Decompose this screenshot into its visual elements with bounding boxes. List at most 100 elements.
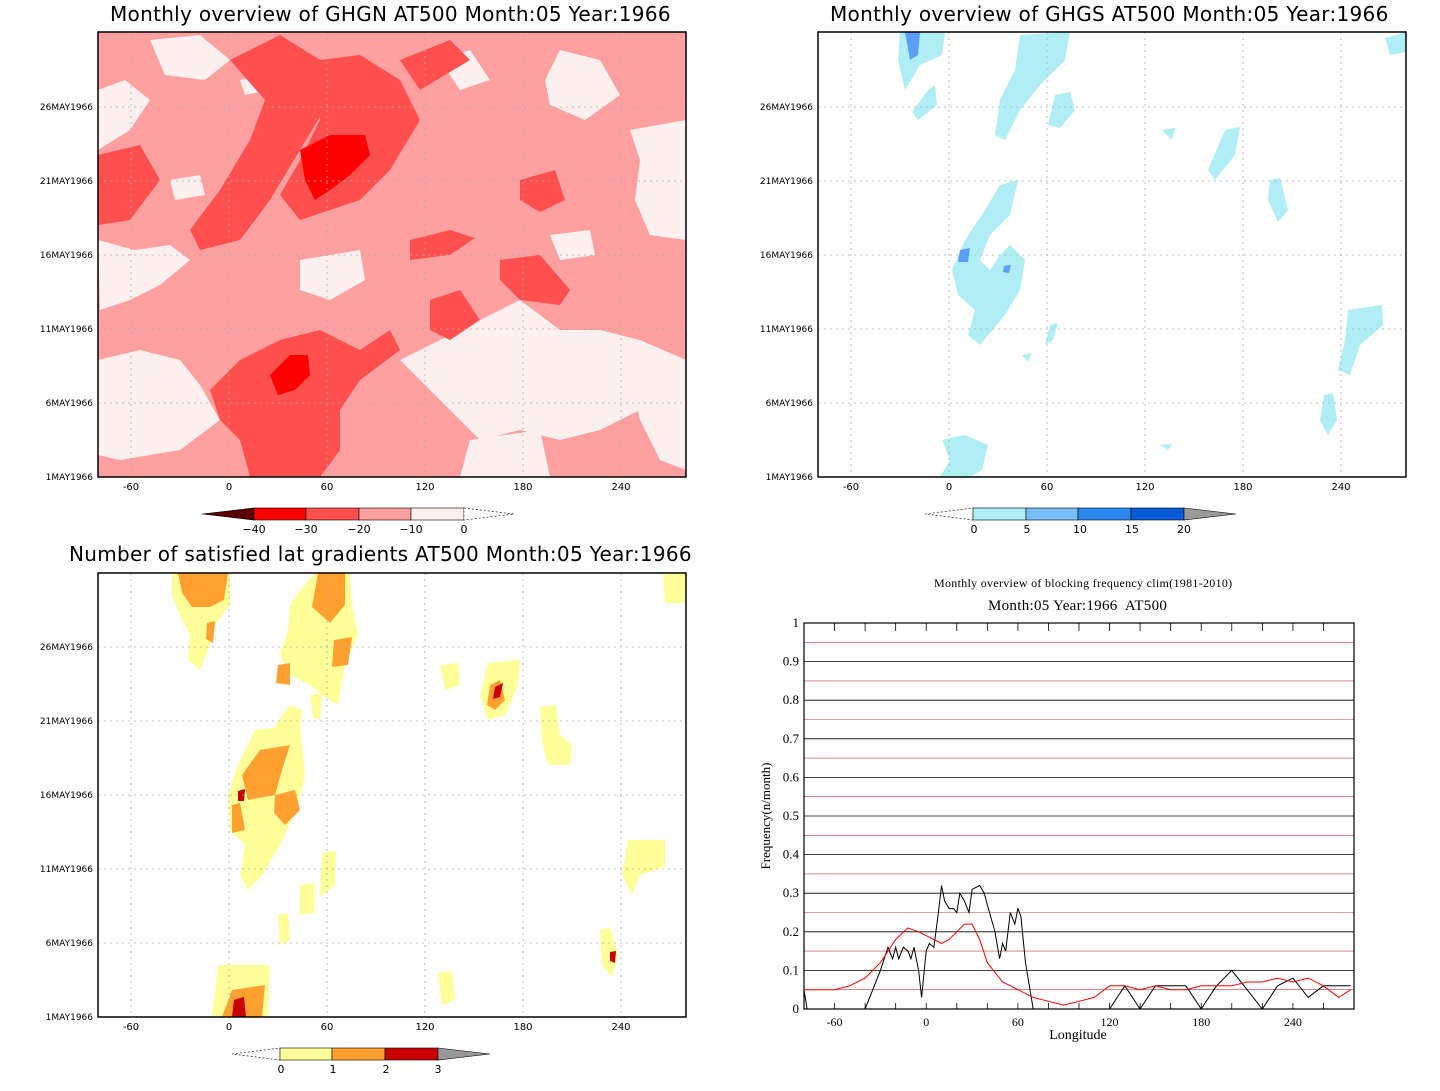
ghgs-cyan-region (940, 435, 988, 477)
ghgn-colorbar-label: −10 (399, 523, 422, 536)
satisfied-colorbar-cell (331, 1047, 386, 1061)
satisfied-yellow-region (663, 573, 686, 603)
ghgn-x-axis: -60 0 60 120 180 240 (123, 482, 631, 493)
frequency-y-tick-label: 1 (793, 615, 800, 630)
frequency-series-red-line (804, 923, 1352, 1006)
ghgn-light-region (170, 175, 205, 200)
ghgs-cyan-region (1385, 32, 1406, 55)
ghgn-medium-region (400, 40, 470, 90)
satisfied-x-tick-label: -60 (123, 1022, 139, 1033)
frequency-y-tick-label: 0.6 (783, 769, 800, 784)
frequency-title: Monthly overview of blocking frequency c… (934, 576, 1233, 590)
frequency-y-axis: 0 0.1 0.2 0.3 0.4 0.5 0.6 0.7 0.8 0.9 1 (783, 615, 800, 1016)
frequency-y-tick-label: 0.9 (783, 654, 799, 669)
satisfied-colorbar-label: 0 (278, 1063, 285, 1076)
ghgs-cyan-region (1208, 127, 1240, 180)
ghgn-colorbar: −40 −30 −20 −10 0 (201, 507, 515, 536)
ghgs-x-tick-label: 0 (946, 482, 952, 493)
satisfied-orange-region (332, 637, 352, 667)
satisfied-yellow-region (622, 840, 665, 895)
ghgs-y-tick-label: 1MAY1966 (766, 473, 814, 483)
frequency-y-tick-label: 0.5 (783, 808, 799, 823)
satisfied-y-tick-label: 1MAY1966 (46, 1013, 94, 1023)
ghgs-x-tick-label: 120 (1135, 482, 1154, 493)
satisfied-colorbar-cell (231, 1047, 281, 1061)
ghgn-plot-frame (97, 31, 687, 478)
satisfied-yellow-region (278, 913, 290, 945)
frequency-x-axis: -60 0 60 120 180 240 (827, 623, 1324, 1029)
ghgs-blue-region (1003, 265, 1011, 273)
satisfied-orange-region (312, 573, 345, 623)
ghgn-light-region (98, 240, 190, 310)
ghgs-colorbar-cell (1183, 507, 1237, 521)
ghgn-medium-region (190, 35, 330, 250)
ghgn-title: Monthly overview of GHGN AT500 Month:05 … (110, 2, 671, 26)
ghgn-x-tick-label: 120 (415, 482, 434, 493)
ghgs-colorbar-label: 5 (1024, 523, 1031, 536)
frequency-subtitle: Month:05 Year:1966 AT500 (988, 598, 1168, 614)
satisfied-plot-frame (97, 572, 687, 1018)
frequency-series (803, 884, 1352, 1010)
satisfied-orange-region (276, 663, 290, 685)
ghgs-cyan-region (912, 85, 937, 120)
ghgs-background-level (818, 32, 1406, 477)
satisfied-title: Number of satisfied lat gradients AT500 … (69, 542, 692, 566)
ghgn-y-tick-label: 11MAY1966 (40, 325, 93, 335)
satisfied-yellow-region (540, 705, 572, 765)
ghgn-colorbar-cell (201, 507, 255, 521)
satisfied-yellow-region (438, 971, 455, 1005)
ghgs-colorbar-label: 10 (1073, 523, 1087, 536)
ghgs-title: Monthly overview of GHGS AT500 Month:05 … (830, 2, 1389, 26)
ghgs-y-tick-label: 26MAY1966 (760, 103, 813, 113)
satisfied-colorbar-label: 3 (435, 1063, 442, 1076)
satisfied-colorbar-cell (384, 1047, 439, 1061)
ghgn-y-tick-label: 16MAY1966 (40, 251, 93, 261)
ghgs-y-tick-label: 11MAY1966 (760, 325, 813, 335)
ghgs-contour-fill (818, 32, 1406, 477)
ghgs-x-tick-label: 60 (1041, 482, 1054, 493)
satisfied-orange-region (206, 621, 215, 643)
ghgs-blue-region (905, 32, 920, 60)
ghgn-colorbar-label: 0 (461, 523, 468, 536)
ghgs-y-tick-label: 6MAY1966 (766, 399, 814, 409)
satisfied-x-axis: -60 0 60 120 180 240 (123, 1022, 631, 1033)
ghgn-medium-region (500, 255, 570, 305)
satisfied-y-tick-label: 26MAY1966 (40, 643, 93, 653)
ghgn-y-tick-label: 21MAY1966 (40, 177, 93, 187)
ghgn-colorbar-cell (463, 507, 515, 521)
ghgn-light-region (300, 250, 365, 300)
frequency-x-tick-label: 240 (1284, 1015, 1302, 1029)
ghgs-y-axis: 1MAY1966 6MAY1966 11MAY1966 16MAY1966 21… (760, 103, 813, 483)
satisfied-colorbar-cell (279, 1047, 333, 1061)
satisfied-orange-region (274, 790, 300, 825)
satisfied-orange-region (232, 803, 245, 833)
satisfied-x-tick-label: 0 (226, 1022, 232, 1033)
ghgs-gridlines (818, 32, 1406, 477)
ghgs-colorbar-cell (924, 507, 974, 521)
frequency-y-tick-label: 0.4 (783, 847, 800, 862)
ghgs-cyan-region (1022, 353, 1032, 362)
frequency-x-tick-label: 120 (1101, 1015, 1119, 1029)
ghgs-colorbar: 0 5 10 15 20 (924, 507, 1237, 536)
ghgn-colorbar-cell (253, 507, 307, 521)
ghgn-colorbar-label: −30 (294, 523, 317, 536)
ghgn-light-region (460, 430, 550, 477)
satisfied-red-region (232, 997, 246, 1017)
ghgn-medium-region (98, 145, 160, 225)
satisfied-gridlines (98, 573, 686, 1017)
satisfied-y-axis: 1MAY1966 6MAY1966 11MAY1966 16MAY1966 21… (40, 643, 93, 1023)
frequency-y-tick-label: 0.2 (783, 924, 799, 939)
ghgs-cyan-region (1338, 305, 1383, 375)
ghgn-y-axis: 1MAY1966 6MAY1966 11MAY1966 16MAY1966 21… (40, 103, 93, 483)
ghgn-x-tick-label: 180 (513, 482, 532, 493)
satisfied-x-tick-label: 60 (321, 1022, 334, 1033)
ghgs-colorbar-cell (1130, 507, 1185, 521)
ghgn-colorbar-cell (358, 507, 412, 521)
satisfied-orange-region (178, 573, 228, 607)
satisfied-y-tick-label: 11MAY1966 (40, 865, 93, 875)
ghgs-x-axis: -60 0 60 120 180 240 (843, 482, 1351, 493)
ghgn-gridlines (98, 32, 686, 477)
frequency-y-tick-label: 0.1 (783, 962, 799, 977)
satisfied-y-tick-label: 21MAY1966 (40, 717, 93, 727)
ghgs-x-tick-label: 180 (1233, 482, 1252, 493)
